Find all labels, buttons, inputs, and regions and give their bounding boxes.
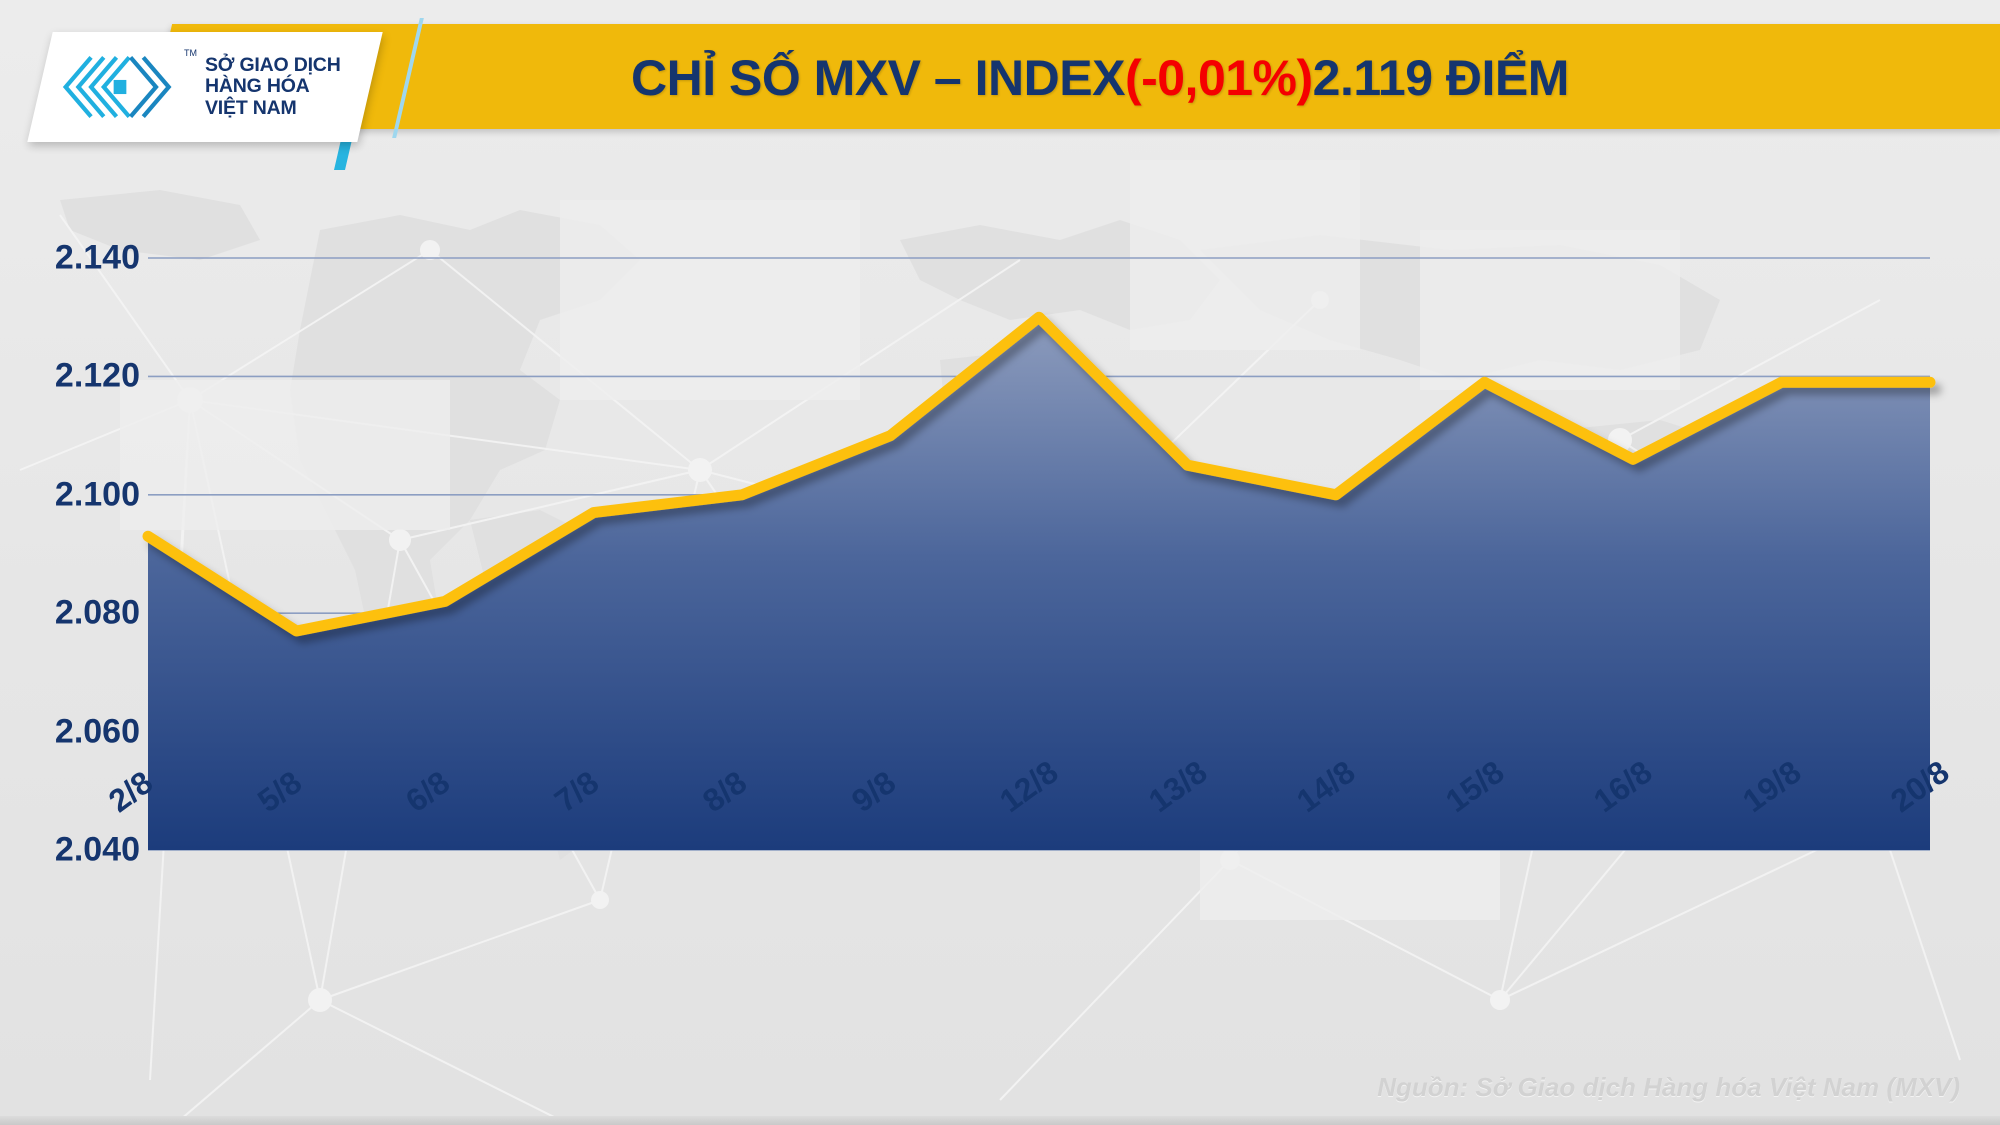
logo-wordmark: SỞ GIAO DỊCH HÀNG HÓA VIỆT NAM [205,55,341,118]
trademark-symbol: TM [184,48,197,58]
title-main-text: CHỈ SỐ MXV – INDEX [631,49,1125,106]
title-points-text: 2.119 ĐIỂM [1312,49,1570,106]
chart-plot [142,257,1936,851]
area-fill [148,317,1930,850]
y-axis-tick-label: 2.140 [54,238,140,277]
page-title: CHỈ SỐ MXV – INDEX (-0,01%) 2.119 ĐIỂM [400,40,1800,115]
logo-line-3: VIỆT NAM [205,96,297,119]
header: TM SỞ GIAO DỊCH HÀNG HÓA VIỆT NAM CHỈ SỐ… [0,0,2000,170]
y-axis-tick-label: 2.100 [54,475,140,514]
bottom-edge-bar [0,1116,2000,1125]
index-line [142,311,1936,637]
logo: TM SỞ GIAO DỊCH HÀNG HÓA VIỆT NAM [60,42,350,132]
y-axis-tick-label: 2.040 [54,830,140,869]
y-axis-tick-label: 2.080 [54,593,140,632]
source-note: Nguồn: Sở Giao dịch Hàng hóa Việt Nam (M… [1377,1072,1960,1102]
y-axis-tick-label: 2.120 [54,356,140,395]
series-area-line [142,311,1936,850]
logo-line-2: HÀNG HÓA [205,75,310,98]
title-change-percent: (-0,01%) [1124,49,1313,106]
mxv-index-chart: 2.140 2.120 2.100 2.080 2.060 2.040 2/8 5/8 6/8… [0,150,2000,1070]
logo-line-1: SỞ GIAO DỊCH [205,54,341,77]
y-axis-tick-label: 2.060 [54,712,140,751]
mxv-logo-mark [62,55,172,119]
